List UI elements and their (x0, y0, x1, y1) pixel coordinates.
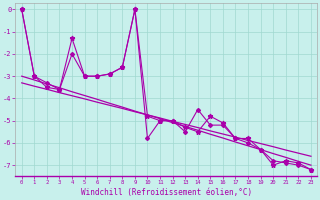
X-axis label: Windchill (Refroidissement éolien,°C): Windchill (Refroidissement éolien,°C) (81, 188, 252, 197)
